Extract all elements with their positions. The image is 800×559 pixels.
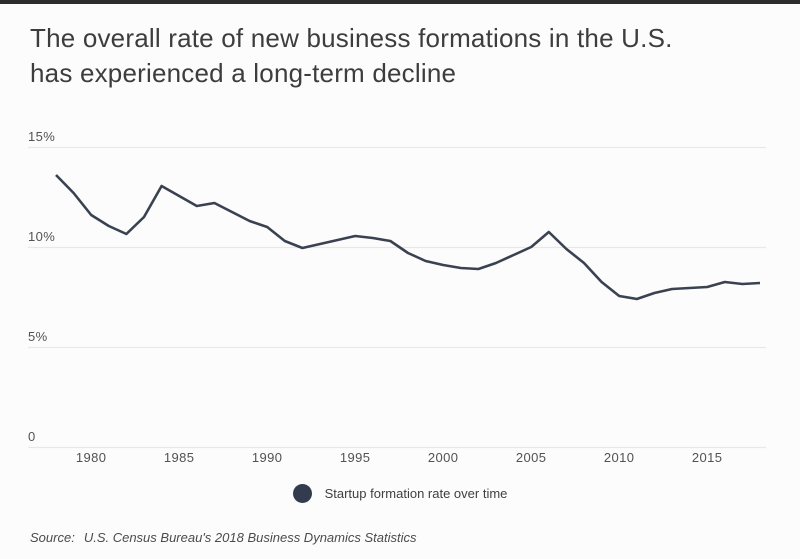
y-axis-tick-label: 15% bbox=[28, 129, 55, 144]
chart-title-line-2: has experienced a long-term decline bbox=[30, 58, 457, 88]
x-axis-tick-label: 1995 bbox=[340, 450, 371, 465]
source-label: Source: bbox=[30, 530, 75, 545]
chart-legend: Startup formation rate over time bbox=[0, 482, 800, 504]
x-axis-tick-label: 1990 bbox=[252, 450, 283, 465]
source-line: Source: U.S. Census Bureau's 2018 Busine… bbox=[30, 530, 417, 545]
chart-title-line-1: The overall rate of new business formati… bbox=[30, 23, 673, 53]
source-text: U.S. Census Bureau's 2018 Business Dynam… bbox=[83, 530, 417, 545]
x-axis-tick-label: 1985 bbox=[164, 450, 195, 465]
line-chart: 0 5% 10% 15% 1980 1985 1990 1995 2000 2005 2010 201… bbox=[28, 129, 766, 465]
startup-rate-line bbox=[55, 174, 761, 301]
legend-marker-dot bbox=[292, 483, 312, 503]
x-axis-tick-label: 2005 bbox=[516, 450, 547, 465]
y-axis-tick-label: 10% bbox=[28, 229, 55, 244]
y-axis-tick-label: 5% bbox=[28, 329, 48, 344]
x-axis-tick-label: 1980 bbox=[76, 450, 107, 465]
y-axis-tick-label: 0 bbox=[28, 429, 36, 444]
top-border-bar bbox=[0, 0, 800, 4]
chart-area: 0 5% 10% 15% 1980 1985 1990 1995 2000 2005 2010 201… bbox=[0, 120, 800, 465]
legend-label: Startup formation rate over time bbox=[324, 485, 508, 501]
x-axis-tick-label: 2010 bbox=[604, 450, 635, 465]
x-axis-tick-label: 2015 bbox=[692, 450, 723, 465]
x-axis-tick-label: 2000 bbox=[428, 450, 459, 465]
chart-title: The overall rate of new business formati… bbox=[30, 21, 780, 91]
